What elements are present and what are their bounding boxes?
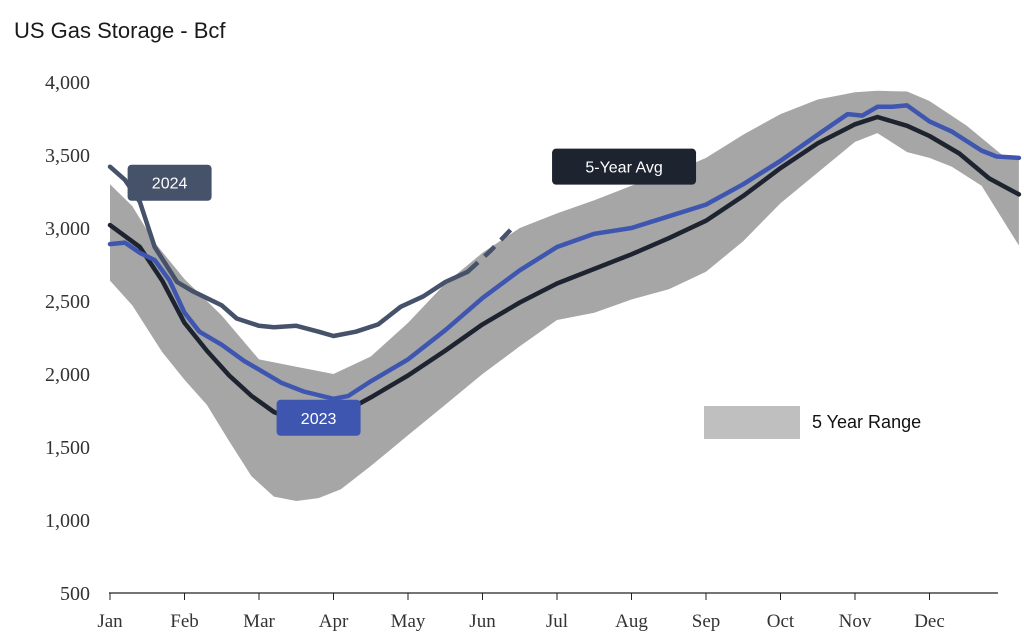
series-label-2024: 2024 — [127, 164, 212, 201]
y-tick-label: 500 — [60, 583, 90, 605]
x-tick-label: Apr — [319, 611, 349, 632]
legend-swatch — [704, 406, 800, 439]
series-label-5-year-avg: 5-Year Avg — [552, 148, 697, 185]
label-box — [276, 399, 361, 436]
label-box — [127, 164, 212, 201]
x-tick-label: Aug — [615, 611, 648, 632]
y-tick-label: 3,500 — [45, 145, 90, 167]
y-tick-label: 1,000 — [45, 510, 90, 532]
y-tick-label: 2,500 — [45, 291, 90, 313]
x-tick-label: Oct — [767, 611, 795, 632]
series-label-2023: 2023 — [276, 399, 361, 436]
legend-item: 5 Year Range — [704, 406, 921, 439]
series-line-2023 — [107, 103, 1022, 402]
y-tick-label: 2,000 — [45, 364, 90, 386]
x-tick-label: Jan — [97, 611, 123, 632]
x-tick-label: Jun — [469, 611, 496, 632]
x-tick-label: Feb — [170, 611, 199, 632]
label-box — [552, 148, 697, 185]
series-line-2024 — [107, 164, 470, 339]
x-tick-label: Sep — [692, 611, 721, 632]
legend-label: 5 Year Range — [812, 412, 921, 432]
y-tick-label: 4,000 — [45, 72, 90, 94]
y-tick-label: 3,000 — [45, 218, 90, 240]
label-text: 5-Year Avg — [585, 160, 662, 177]
x-tick-label: Jul — [546, 611, 568, 632]
x-tick-label: May — [391, 611, 426, 632]
chart-title: US Gas Storage - Bcf — [14, 18, 226, 43]
series-line-2024-projection — [466, 226, 514, 274]
x-tick-label: Nov — [839, 611, 872, 632]
series-line-5-year-avg — [107, 114, 1022, 425]
y-tick-label: 1,500 — [45, 437, 90, 459]
x-tick-label: Dec — [914, 611, 945, 632]
label-text: 2024 — [152, 176, 188, 193]
label-text: 2023 — [301, 411, 337, 428]
x-tick-label: Mar — [243, 611, 275, 632]
